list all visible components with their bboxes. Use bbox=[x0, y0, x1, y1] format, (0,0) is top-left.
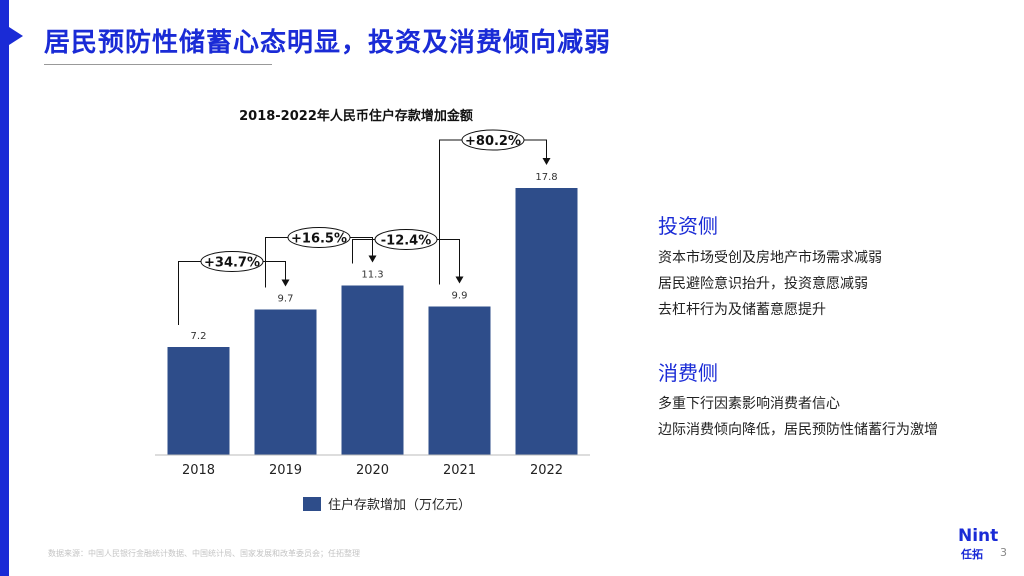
consumption-heading: 消费侧 bbox=[658, 361, 718, 385]
bar-2020 bbox=[341, 285, 404, 455]
slide-title: 居民预防性储蓄心态明显，投资及消费倾向减弱 bbox=[44, 28, 612, 58]
consumption-point: 边际消费倾向降低，居民预防性储蓄行为激增 bbox=[658, 422, 938, 438]
x-tick-label: 2019 bbox=[269, 463, 302, 478]
legend-label: 住户存款增加（万亿元） bbox=[328, 497, 471, 513]
bar-value-label: 9.9 bbox=[452, 291, 468, 302]
growth-badge bbox=[374, 229, 438, 250]
title-divider bbox=[44, 64, 272, 65]
growth-label: +80.2% bbox=[465, 134, 521, 149]
accent-bar bbox=[0, 0, 9, 576]
brand-logo: Nint 任拓 bbox=[958, 526, 1010, 562]
growth-label: -12.4% bbox=[381, 234, 432, 249]
x-tick-label: 2021 bbox=[443, 463, 476, 478]
legend-swatch bbox=[303, 497, 321, 511]
bar-2021 bbox=[428, 306, 491, 455]
arrowhead-icon bbox=[455, 276, 464, 284]
growth-badge bbox=[287, 227, 351, 248]
deposit-bar-chart: 2018-2022年人民币住户存款增加金额 7.2 2018 9.7 2019 11.3… bbox=[155, 108, 590, 513]
data-source-note: 数据来源：中国人民银行金融统计数据、中国统计局、国家发展和改革委员会；任拓整理 bbox=[48, 549, 360, 558]
investment-heading: 投资侧 bbox=[658, 214, 718, 238]
consumption-point: 多重下行因素影响消费者信心 bbox=[658, 396, 840, 412]
bar-value-label: 7.2 bbox=[191, 331, 207, 342]
bar-value-label: 11.3 bbox=[361, 270, 383, 281]
arrowhead-icon bbox=[368, 255, 377, 263]
investment-point: 去杠杆行为及储蓄意愿提升 bbox=[658, 302, 826, 318]
bar-2018 bbox=[167, 347, 230, 455]
investment-point: 居民避险意识抬升，投资意愿减弱 bbox=[658, 276, 868, 292]
growth-label: +16.5% bbox=[291, 232, 347, 247]
growth-badge bbox=[461, 129, 525, 151]
arrowhead-icon bbox=[542, 158, 551, 165]
growth-label: +34.7% bbox=[204, 256, 260, 271]
bar-2022 bbox=[515, 188, 578, 455]
x-tick-label: 2022 bbox=[530, 463, 563, 478]
growth-badge bbox=[200, 251, 264, 272]
x-tick-label: 2020 bbox=[356, 463, 389, 478]
bar-value-label: 17.8 bbox=[535, 172, 557, 183]
arrowhead-icon bbox=[281, 279, 290, 287]
bar-2019 bbox=[254, 309, 317, 455]
logo-wordmark: Nint bbox=[958, 526, 999, 546]
x-tick-label: 2018 bbox=[182, 463, 215, 478]
chart-title: 2018-2022年人民币住户存款增加金额 bbox=[239, 108, 473, 124]
investment-point: 资本市场受创及房地产市场需求减弱 bbox=[658, 250, 882, 266]
logo-chinese-name: 任拓 bbox=[961, 548, 983, 561]
bar-value-label: 9.7 bbox=[278, 294, 294, 305]
title-arrow-icon bbox=[9, 27, 23, 45]
page-number: 3 bbox=[1000, 546, 1007, 559]
